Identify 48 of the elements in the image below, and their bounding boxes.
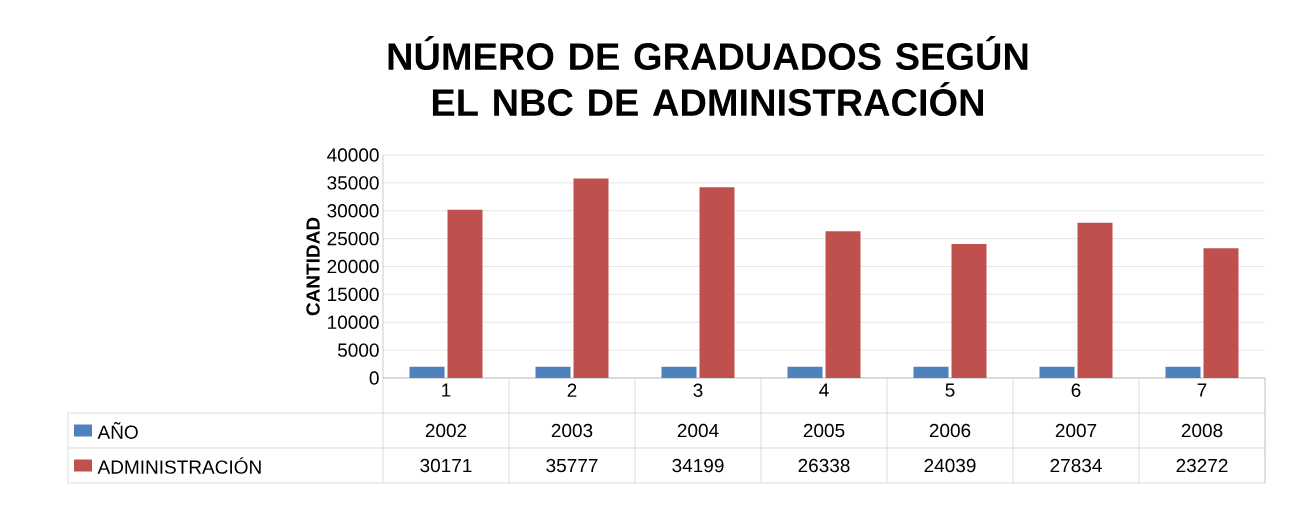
y-tick-label: 10000 bbox=[328, 315, 379, 329]
y-tick-label: 15000 bbox=[328, 287, 379, 302]
data-label: 2008 bbox=[1181, 423, 1223, 438]
y-tick-label: 25000 bbox=[327, 231, 379, 246]
bar bbox=[951, 243, 987, 378]
y-tick-label: 40000 bbox=[327, 148, 379, 162]
x-tick-label: 7 bbox=[1197, 383, 1207, 397]
x-tick-label: 6 bbox=[1071, 383, 1081, 397]
bar bbox=[787, 366, 823, 378]
x-tick-label: 2 bbox=[567, 383, 577, 397]
data-label: 2006 bbox=[929, 423, 971, 438]
bar bbox=[913, 366, 949, 378]
data-label: 2003 bbox=[551, 423, 593, 438]
legend-label: ADMINISTRACIÓN bbox=[97, 457, 261, 474]
data-label: 30171 bbox=[420, 458, 472, 473]
data-label: 2007 bbox=[1055, 423, 1097, 438]
y-tick-label: 5000 bbox=[337, 343, 379, 357]
y-tick-label: 35000 bbox=[327, 176, 379, 190]
bar bbox=[447, 209, 483, 378]
bar bbox=[1077, 222, 1113, 378]
chart-title: NÚMERO DE GRADUADOS SEGÚN EL NBC DE ADMINISTRACIÓN bbox=[388, 35, 1028, 117]
bar bbox=[1203, 248, 1239, 378]
data-label: 2004 bbox=[677, 423, 719, 438]
bar bbox=[825, 231, 861, 378]
data-label: 26338 bbox=[798, 458, 850, 473]
x-tick-label: 1 bbox=[442, 383, 451, 397]
bar bbox=[1039, 366, 1075, 378]
bar bbox=[1165, 366, 1201, 378]
bar bbox=[409, 366, 445, 378]
x-tick-label: 3 bbox=[693, 383, 703, 397]
bar bbox=[661, 366, 697, 378]
legend-label: AÑO bbox=[97, 422, 138, 439]
data-label: 24039 bbox=[924, 458, 976, 473]
y-tick-label: 20000 bbox=[327, 259, 379, 274]
data-label: 34199 bbox=[672, 458, 724, 473]
y-tick-label: 30000 bbox=[327, 204, 379, 218]
data-label: 35777 bbox=[546, 458, 598, 473]
y-axis-title: CANTIDAD bbox=[306, 217, 320, 316]
x-tick-label: 5 bbox=[945, 383, 955, 397]
data-label: 23272 bbox=[1176, 458, 1228, 473]
data-label: 2005 bbox=[803, 423, 845, 438]
data-label: 2002 bbox=[425, 423, 467, 438]
bar bbox=[573, 178, 609, 378]
bar bbox=[535, 366, 571, 378]
y-tick-label: 0 bbox=[369, 371, 379, 385]
data-label: 27834 bbox=[1050, 458, 1102, 473]
x-tick-label: 4 bbox=[819, 383, 829, 397]
bar bbox=[699, 187, 735, 378]
